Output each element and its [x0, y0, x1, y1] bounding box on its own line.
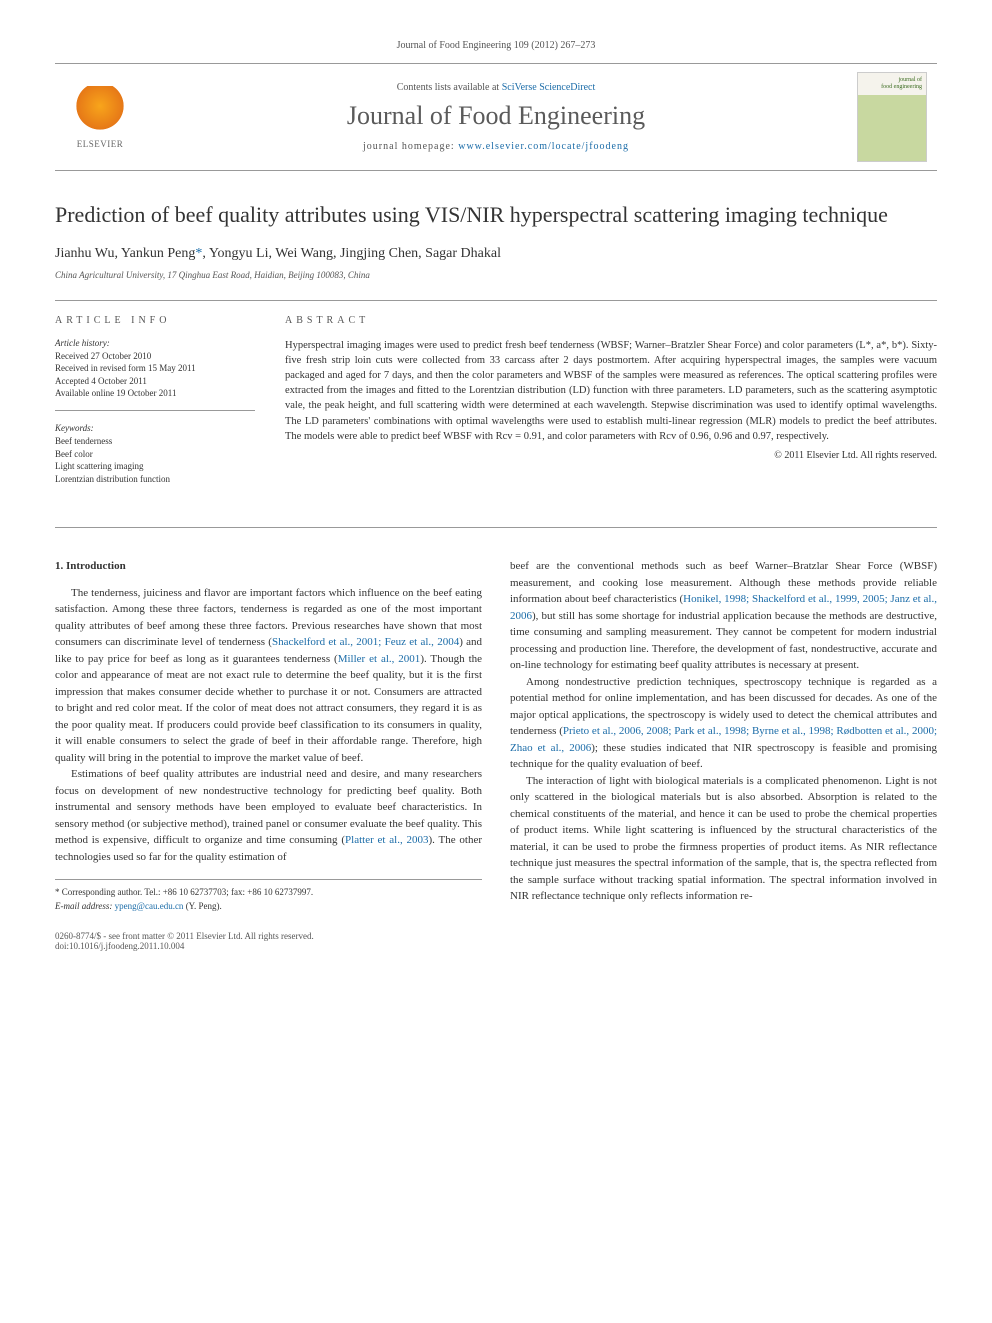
column-left: 1. Introduction The tenderness, juicines…: [55, 558, 482, 913]
p1-text-c: ). Though the color and appearance of me…: [55, 653, 482, 764]
cover-title-line1: journal of: [862, 77, 922, 84]
journal-header-bar: ELSEVIER Contents lists available at Sci…: [55, 63, 937, 171]
authors-prefix: Jianhu Wu, Yankun Peng: [55, 246, 195, 261]
ref-shackelford-2001[interactable]: Shackelford et al., 2001; Feuz et al., 2…: [272, 636, 459, 648]
history-label: Article history:: [55, 338, 255, 348]
keyword-4: Lorentzian distribution function: [55, 473, 255, 486]
doi-line: doi:10.1016/j.jfoodeng.2011.10.004: [55, 941, 314, 951]
page-container: Journal of Food Engineering 109 (2012) 2…: [0, 0, 992, 981]
authors-suffix: , Yongyu Li, Wei Wang, Jingjing Chen, Sa…: [202, 246, 501, 261]
keyword-2: Beef color: [55, 448, 255, 461]
elsevier-tree-icon: [75, 86, 125, 136]
contents-prefix: Contents lists available at: [397, 82, 502, 93]
authors-line: Jianhu Wu, Yankun Peng*, Yongyu Li, Wei …: [55, 246, 937, 262]
abstract-block: ABSTRACT Hyperspectral imaging images we…: [285, 315, 937, 508]
cover-title-line2: food engineering: [862, 84, 922, 91]
col2-paragraph-1: beef are the conventional methods such a…: [510, 558, 937, 674]
article-info-heading: ARTICLE INFO: [55, 315, 255, 326]
journal-title: Journal of Food Engineering: [155, 101, 837, 131]
sciverse-link[interactable]: SciVerse ScienceDirect: [502, 82, 596, 93]
journal-cover-thumbnail[interactable]: journal of food engineering: [857, 72, 927, 162]
page-footer: 0260-8774/$ - see front matter © 2011 El…: [55, 931, 937, 951]
email-label: E-mail address:: [55, 901, 115, 911]
email-suffix: (Y. Peng).: [183, 901, 221, 911]
info-abstract-row: ARTICLE INFO Article history: Received 2…: [55, 301, 937, 529]
abstract-heading: ABSTRACT: [285, 315, 937, 326]
corresponding-author-footer: * Corresponding author. Tel.: +86 10 627…: [55, 879, 482, 913]
column-right: beef are the conventional methods such a…: [510, 558, 937, 913]
keyword-1: Beef tenderness: [55, 435, 255, 448]
journal-homepage-line: journal homepage: www.elsevier.com/locat…: [155, 141, 837, 152]
footer-left-block: 0260-8774/$ - see front matter © 2011 El…: [55, 931, 314, 951]
header-citation: Journal of Food Engineering 109 (2012) 2…: [55, 40, 937, 51]
journal-center-block: Contents lists available at SciVerse Sci…: [135, 82, 857, 152]
col1-paragraph-1: The tenderness, juiciness and flavor are…: [55, 585, 482, 767]
article-info-block: ARTICLE INFO Article history: Received 2…: [55, 315, 255, 508]
accepted-line: Accepted 4 October 2011: [55, 375, 255, 388]
article-title: Prediction of beef quality attributes us…: [55, 201, 937, 230]
history-block: Article history: Received 27 October 201…: [55, 338, 255, 411]
contents-lists-line: Contents lists available at SciVerse Sci…: [155, 82, 837, 93]
c2p1-text-b: ), but still has some shortage for indus…: [510, 610, 937, 672]
keywords-label: Keywords:: [55, 423, 255, 433]
abstract-text: Hyperspectral imaging images were used t…: [285, 338, 937, 445]
keyword-3: Light scattering imaging: [55, 460, 255, 473]
homepage-prefix: journal homepage:: [363, 141, 458, 152]
email-link[interactable]: ypeng@cau.edu.cn: [115, 901, 184, 911]
affiliation: China Agricultural University, 17 Qinghu…: [55, 270, 937, 280]
body-columns: 1. Introduction The tenderness, juicines…: [55, 558, 937, 913]
col1-paragraph-2: Estimations of beef quality attributes a…: [55, 766, 482, 865]
col2-paragraph-2: Among nondestructive prediction techniqu…: [510, 674, 937, 773]
ref-platter-2003[interactable]: Platter et al., 2003: [345, 834, 428, 846]
issn-line: 0260-8774/$ - see front matter © 2011 El…: [55, 931, 314, 941]
ref-miller-2001[interactable]: Miller et al., 2001: [338, 653, 421, 665]
keywords-block: Keywords: Beef tenderness Beef color Lig…: [55, 423, 255, 495]
elsevier-name: ELSEVIER: [77, 139, 124, 149]
elsevier-logo[interactable]: ELSEVIER: [65, 78, 135, 156]
col2-paragraph-3: The interaction of light with biological…: [510, 773, 937, 905]
abstract-copyright: © 2011 Elsevier Ltd. All rights reserved…: [285, 450, 937, 461]
revised-line: Received in revised form 15 May 2011: [55, 362, 255, 375]
section-1-heading: 1. Introduction: [55, 558, 482, 575]
email-line: E-mail address: ypeng@cau.edu.cn (Y. Pen…: [55, 900, 482, 914]
corr-author-line: * Corresponding author. Tel.: +86 10 627…: [55, 886, 482, 900]
received-line: Received 27 October 2010: [55, 350, 255, 363]
online-line: Available online 19 October 2011: [55, 387, 255, 400]
homepage-link[interactable]: www.elsevier.com/locate/jfoodeng: [458, 141, 629, 152]
